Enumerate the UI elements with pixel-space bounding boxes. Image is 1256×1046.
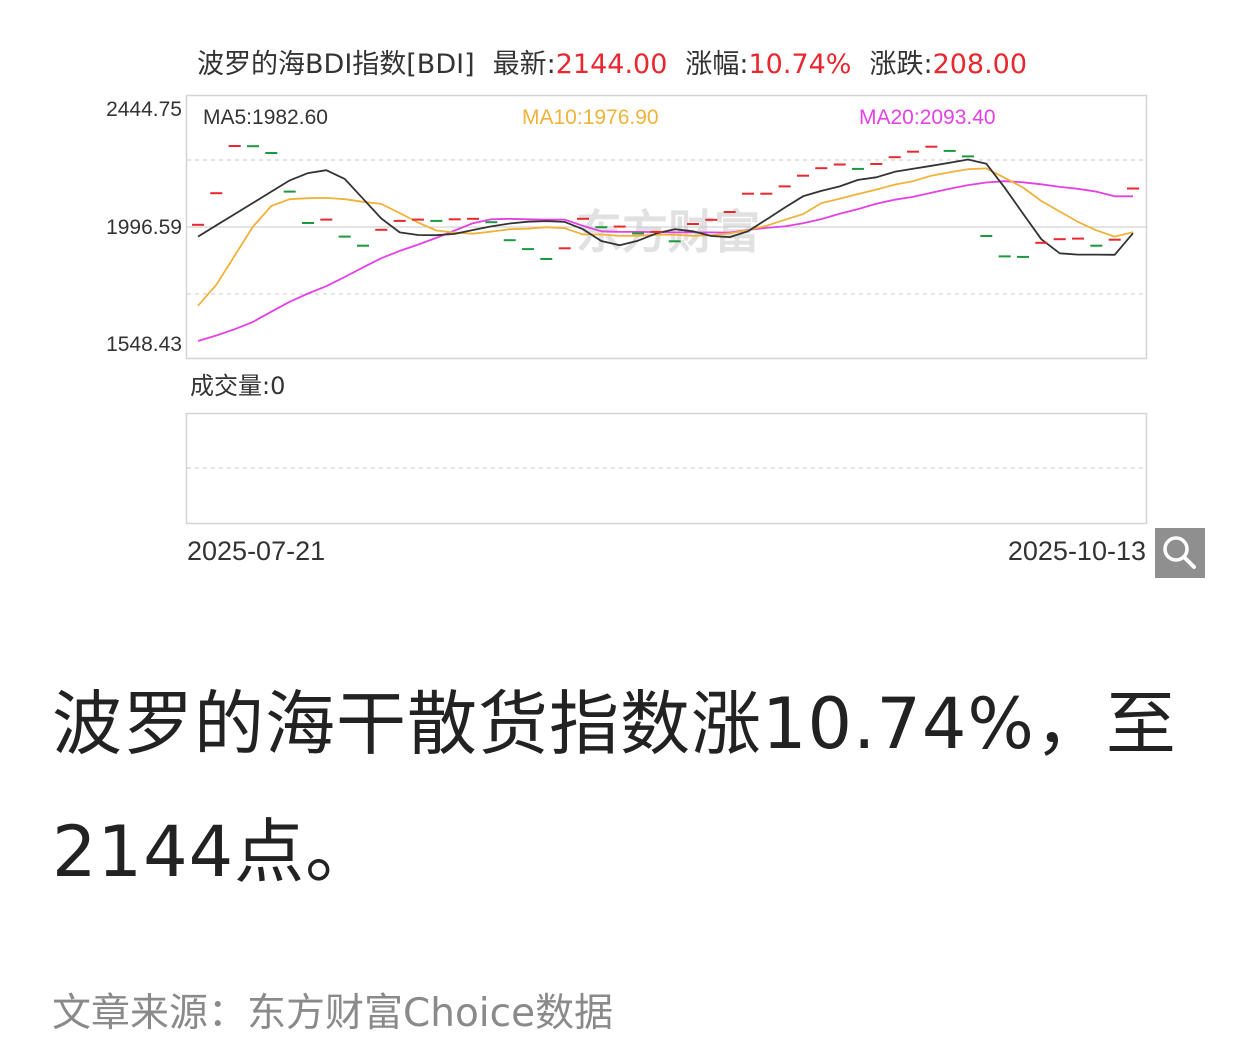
legend-ma20: MA20:2093.40 [859,106,996,129]
volume-chart-frame [185,412,1148,525]
latest-label: 最新: [492,49,556,80]
series-line-ma20 [197,180,1133,342]
change-pct-label: 涨幅: [685,49,749,80]
change-label: 涨跌: [869,49,933,80]
legend-ma5: MA5:1982.60 [203,106,328,129]
index-name: 波罗的海BDI指数[BDI] [197,49,475,80]
y-tick-bottom: 1548.43 [106,333,182,356]
article-source: 文章来源：东方财富Choice数据 [52,991,614,1036]
volume-title: 成交量:0 [190,372,285,400]
zoom-button[interactable] [1155,528,1205,578]
series-line-ma10 [197,167,1134,307]
magnifier-icon [1163,536,1196,569]
bdi-chart: 东方财富 2444.75 1996.59 1548.43 MA5:1982.60… [106,94,1148,566]
change-pct-value: 10.74% [748,49,852,80]
series-line-ma5 [197,158,1134,256]
moving-average-lines [197,158,1134,342]
y-tick-top: 2444.75 [106,98,182,121]
headline: 波罗的海干散货指数涨10.74%，至2144点。 [52,683,1177,893]
change-value: 208.00 [932,49,1028,80]
x-tick-end: 2025-10-13 [1008,536,1146,566]
candle-marks [192,145,1139,260]
x-tick-start: 2025-07-21 [187,536,325,566]
latest-value: 2144.00 [555,49,668,80]
chart-header: 波罗的海BDI指数[BDI] 最新:2144.00 涨幅:10.74% 涨跌:208.… [197,42,1027,81]
y-tick-mid: 1996.59 [106,216,182,239]
legend-ma10: MA10:1976.90 [522,106,659,129]
